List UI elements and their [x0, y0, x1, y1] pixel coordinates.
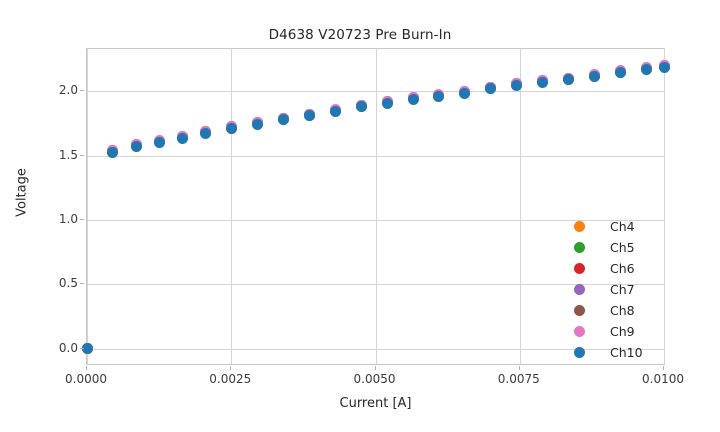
legend-marker-icon — [574, 305, 585, 316]
data-point — [485, 83, 497, 95]
legend-marker-icon — [574, 284, 585, 295]
legend-item-label: Ch9 — [610, 324, 635, 339]
legend-marker-icon — [574, 221, 585, 232]
x-tick-label: 0.0025 — [209, 372, 252, 386]
y-tick-mark — [80, 219, 84, 220]
x-tick-mark — [374, 366, 376, 370]
y-tick-label: 2.0 — [58, 83, 78, 98]
legend-marker-icon — [574, 326, 585, 337]
data-point — [381, 97, 393, 109]
gridline-vertical — [375, 49, 377, 364]
legend-item-label: Ch10 — [610, 345, 643, 360]
gridline-vertical — [231, 49, 233, 364]
data-point — [433, 91, 445, 103]
data-point — [130, 140, 142, 152]
data-point — [658, 61, 670, 73]
data-point — [589, 71, 601, 82]
y-tick-label: 0.5 — [58, 276, 78, 291]
data-point — [459, 87, 471, 99]
data-point — [199, 127, 211, 139]
data-point — [303, 110, 315, 122]
data-point — [277, 114, 289, 126]
legend-item-ch8[interactable]: Ch8 — [570, 300, 680, 321]
x-tick-mark — [230, 366, 232, 370]
legend-item-label: Ch7 — [610, 282, 635, 297]
x-tick-label: 0.0000 — [65, 372, 107, 386]
x-axis-label: Current [A] — [339, 396, 412, 411]
data-point — [329, 106, 341, 118]
data-point — [153, 136, 165, 148]
legend-marker-icon — [574, 347, 585, 358]
data-point — [537, 76, 549, 88]
x-axis-ticks: 0.0000 0.0025 0.0050 0.0075 0.0100 — [65, 366, 684, 388]
x-tick-mark — [86, 366, 87, 370]
data-point — [107, 146, 119, 158]
legend-item-ch5[interactable]: Ch5 — [570, 237, 680, 258]
x-tick-label: 0.0050 — [353, 372, 396, 386]
y-tick-mark — [80, 347, 84, 349]
data-point — [407, 93, 419, 105]
x-tick-label: 0.0100 — [642, 372, 684, 386]
legend-item-ch9[interactable]: Ch9 — [570, 321, 680, 342]
y-tick-label: 1.5 — [58, 147, 78, 162]
chart-title: D4638 V20723 Pre Burn-In — [268, 27, 452, 43]
chart-legend: Ch4 Ch5 Ch6 Ch7 Ch8 Ch9 Ch10 — [570, 216, 680, 363]
data-point — [81, 343, 93, 355]
y-axis-ticks: 0.0 0.5 1.0 1.5 2.0 — [0, 48, 78, 365]
legend-item-label: Ch8 — [610, 303, 635, 318]
legend-item-label: Ch5 — [610, 240, 635, 255]
data-point — [563, 74, 575, 86]
data-point — [615, 67, 627, 79]
legend-item-ch6[interactable]: Ch6 — [570, 258, 680, 279]
x-tick-label: 0.0075 — [497, 372, 540, 386]
y-tick-label: 1.0 — [58, 212, 78, 226]
data-point — [511, 79, 523, 91]
plot-area — [81, 48, 670, 365]
legend-marker-icon — [574, 242, 585, 253]
legend-item-label: Ch4 — [610, 219, 635, 234]
y-tick-mark — [80, 154, 84, 156]
gridline-vertical — [664, 49, 665, 364]
x-tick-mark — [663, 366, 664, 370]
data-point — [225, 122, 237, 134]
data-point — [176, 132, 188, 144]
data-point — [355, 101, 367, 113]
y-tick-mark — [80, 90, 84, 92]
data-point — [641, 64, 653, 76]
legend-item-ch10[interactable]: Ch10 — [570, 342, 680, 363]
legend-item-ch4[interactable]: Ch4 — [570, 216, 680, 237]
gridline-vertical — [519, 49, 521, 364]
x-tick-mark — [518, 366, 520, 370]
y-tick-label: 0.0 — [58, 340, 78, 355]
legend-marker-icon — [574, 263, 585, 274]
legend-item-ch7[interactable]: Ch7 — [570, 279, 680, 300]
y-tick-mark — [80, 283, 84, 285]
legend-item-label: Ch6 — [610, 261, 635, 276]
gridline-vertical — [87, 49, 88, 364]
data-point — [251, 118, 263, 130]
